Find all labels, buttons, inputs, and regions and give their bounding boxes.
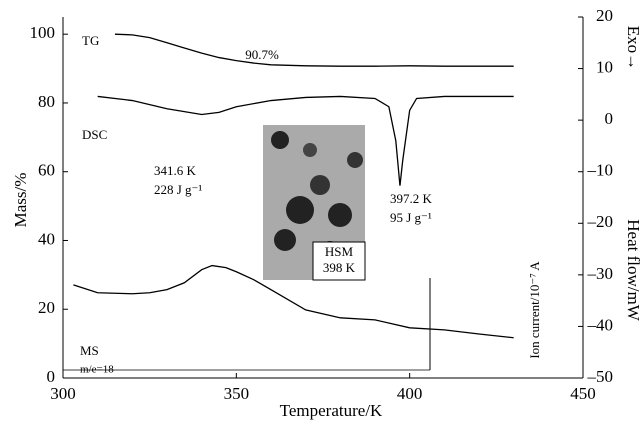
y2-tick-label: –20: [587, 212, 614, 231]
y-tick-label: 100: [30, 23, 56, 42]
x-tick-label: 400: [397, 384, 423, 403]
y2-tick-label: 10: [596, 57, 613, 76]
x-tick-label: 450: [570, 384, 596, 403]
line-series: [97, 95, 514, 186]
x-axis-title: Temperature/K: [280, 401, 383, 420]
y2-tick-label: –50: [587, 367, 614, 386]
y-tick-label: 40: [38, 229, 55, 248]
y2-tick-label: –10: [587, 161, 614, 180]
y2-tick-label: 0: [605, 109, 614, 128]
y-tick-label: 80: [38, 92, 55, 111]
exo-note: Exo→: [624, 26, 643, 70]
y2-tick-label: 20: [596, 6, 613, 25]
hsm-inset: [263, 125, 366, 281]
series-label: TG: [82, 33, 99, 48]
x-tick-label: 350: [224, 384, 250, 403]
annotation: m/e=18: [80, 364, 114, 376]
y2-tick-label: –40: [587, 315, 614, 334]
annotation: 397.2 K: [390, 191, 433, 206]
annotation: Ion current/10⁻⁷ A: [527, 261, 542, 359]
annotation: 90.7%: [245, 47, 279, 62]
line-series: [114, 33, 514, 67]
line-series: [73, 264, 514, 339]
annotation: HSM: [325, 244, 354, 259]
annotation: 95 J g⁻¹: [390, 210, 432, 225]
series-label: MS: [80, 343, 99, 358]
y2-tick-label: –30: [587, 264, 614, 283]
y-axis-title: Mass/%: [11, 173, 30, 228]
y-tick-label: 60: [38, 161, 55, 180]
annotation: 228 J g⁻¹: [154, 182, 202, 197]
annotation: 341.6 K: [154, 163, 197, 178]
y2-axis-title: Heat flow/mW: [624, 219, 643, 321]
series-label: DSC: [82, 127, 107, 142]
y-tick-label: 0: [47, 367, 56, 386]
y-tick-label: 20: [38, 298, 55, 317]
x-tick-label: 300: [50, 384, 76, 403]
annotation: 398 K: [323, 260, 356, 275]
